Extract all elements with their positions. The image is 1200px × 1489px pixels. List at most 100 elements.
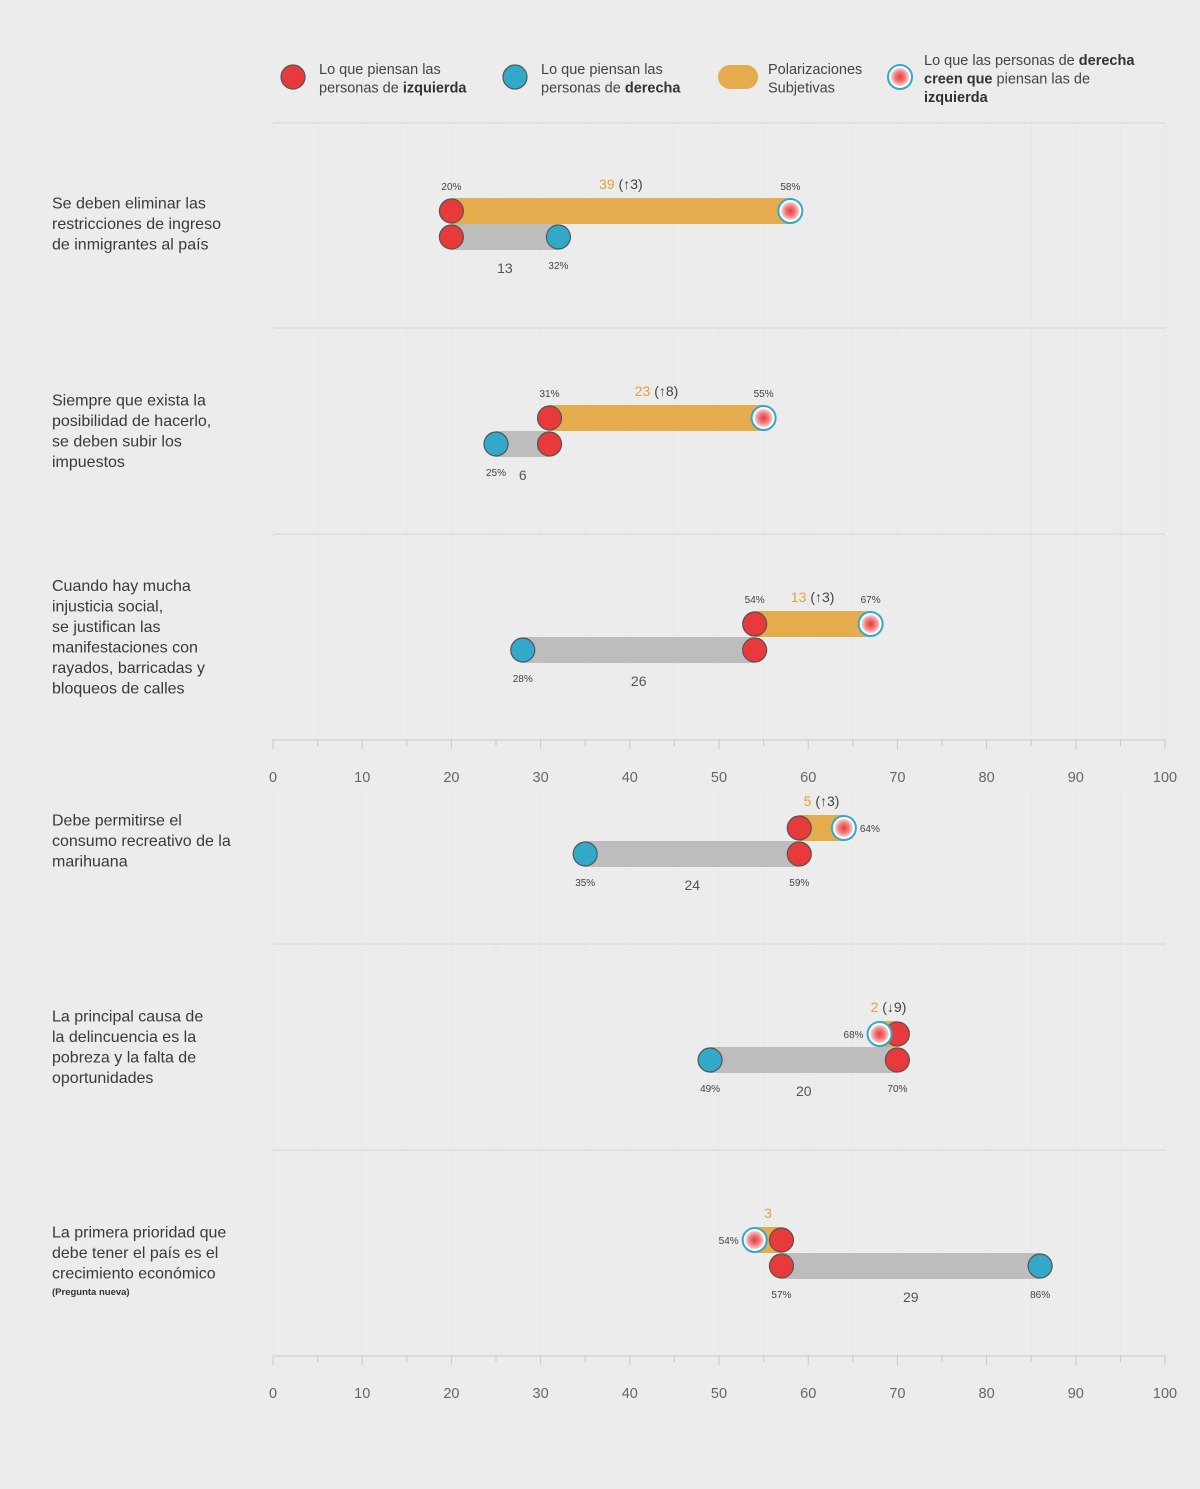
perceived-pct-label: 68% bbox=[844, 1030, 864, 1041]
tick-label: 30 bbox=[533, 1386, 549, 1402]
chart-item: La primera prioridad que debe tener el pa… bbox=[52, 1205, 1053, 1305]
left-dot-top bbox=[536, 405, 563, 431]
real-bar bbox=[781, 1253, 1041, 1279]
perceived-dot-core bbox=[781, 202, 800, 220]
question-text-line: oportunidades bbox=[52, 1070, 153, 1087]
legend-text-line: Lo que piensan las bbox=[319, 62, 441, 78]
tick-label: 20 bbox=[443, 1386, 459, 1402]
question-text-line: injusticia social, bbox=[52, 598, 163, 615]
tick-label: 60 bbox=[800, 1386, 816, 1402]
x-axes: 0 10 20 30 40 50 60 70 80 90 100 0 10 20 30 40 50 60 70 80 9… bbox=[269, 739, 1177, 1402]
question-text-line: manifestaciones con bbox=[52, 639, 198, 656]
question-text-line: se justifican las bbox=[52, 619, 161, 636]
perceived-dot-core bbox=[891, 68, 909, 86]
tick-label: 80 bbox=[979, 1386, 995, 1402]
chart-items: Se deben eliminar las restricciones de in… bbox=[52, 176, 1053, 1305]
real-bar bbox=[451, 224, 559, 250]
question-text-line: debe tener el país es el bbox=[52, 1245, 218, 1262]
perceived-dot bbox=[750, 405, 777, 431]
left-pct-label: 20% bbox=[441, 182, 461, 193]
chart-item: Debe permitirse el consumo recreativo de … bbox=[52, 793, 880, 893]
legend-item-perceived: Lo que las personas de derecha creen que … bbox=[887, 53, 1135, 106]
real-bar bbox=[522, 637, 755, 663]
tick-label: 10 bbox=[354, 1386, 370, 1402]
perceived-pct-label: 55% bbox=[754, 389, 774, 400]
perceived-dot-core bbox=[861, 615, 880, 633]
perceived-dot bbox=[857, 611, 884, 637]
right-pct-label: 49% bbox=[700, 1084, 720, 1095]
polar-value-label: 39 (↑3) bbox=[599, 176, 643, 192]
question-text-line: posibilidad de hacerlo, bbox=[52, 413, 211, 430]
polar-value-label: 23 (↑8) bbox=[635, 383, 679, 399]
polar-value-label: 2 (↓9) bbox=[871, 999, 907, 1015]
legend-item-polar: Polarizaciones Subjetivas bbox=[718, 62, 862, 97]
polar-bar bbox=[754, 611, 871, 637]
perceived-pct-label: 54% bbox=[719, 1236, 739, 1247]
tick-label: 90 bbox=[1068, 770, 1084, 786]
tick-label: 100 bbox=[1153, 1386, 1177, 1402]
question-text-line: impuestos bbox=[52, 454, 125, 471]
question-text-line: rayados, barricadas y bbox=[52, 660, 205, 677]
chart-item: Cuando hay mucha injusticia social, se jus… bbox=[52, 578, 884, 697]
real-gap-label: 20 bbox=[796, 1083, 812, 1099]
right-pct-label: 86% bbox=[1030, 1290, 1050, 1301]
tick-label: 0 bbox=[269, 1386, 277, 1402]
left-dot-bottom bbox=[884, 1047, 911, 1073]
polar-value-label: 5 (↑3) bbox=[804, 793, 840, 809]
perceived-dot-core bbox=[745, 1231, 764, 1249]
perceived-dot-core bbox=[834, 819, 853, 837]
question-text-line: Se deben eliminar las bbox=[52, 196, 206, 213]
tick-label: 10 bbox=[354, 770, 370, 786]
question-text-line: consumo recreativo de la bbox=[52, 833, 231, 850]
x-axis: 0 10 20 30 40 50 60 70 80 90 100 bbox=[269, 739, 1177, 786]
left-dot-top bbox=[786, 815, 812, 841]
tick-label: 70 bbox=[889, 770, 905, 786]
right-dot bbox=[483, 431, 509, 457]
question-text-line: Cuando hay mucha bbox=[52, 578, 191, 595]
polar-bar bbox=[549, 405, 764, 431]
tick-label: 20 bbox=[443, 770, 459, 786]
legend-text-line: personas de derecha bbox=[541, 81, 681, 97]
tick-label: 0 bbox=[269, 770, 277, 786]
legend-text-line: izquierda bbox=[924, 90, 989, 106]
legend-text-line: Subjetivas bbox=[768, 81, 835, 97]
legend-text-line: Lo que las personas de derecha bbox=[924, 53, 1135, 69]
polar-value-label: 13 (↑3) bbox=[791, 589, 835, 605]
perceived-pct-label: 67% bbox=[861, 595, 881, 606]
question-text-line: de inmigrantes al país bbox=[52, 237, 209, 254]
perceived-dot bbox=[741, 1227, 768, 1253]
tick-label: 70 bbox=[889, 1386, 905, 1402]
legend-text-line: creen que piensan las de bbox=[924, 72, 1090, 88]
question-text-line: la delincuencia es la bbox=[52, 1029, 196, 1046]
left-pct-label: 70% bbox=[887, 1084, 907, 1095]
legend-symbol-left bbox=[280, 64, 306, 90]
right-pct-label: 35% bbox=[575, 878, 595, 889]
question-text-line: crecimiento económico bbox=[52, 1266, 216, 1283]
question-text-line: marihuana bbox=[52, 854, 128, 871]
right-dot bbox=[510, 637, 536, 663]
left-pct-label: 31% bbox=[540, 389, 560, 400]
perceived-dot bbox=[866, 1021, 893, 1047]
polar-value-label: 3 bbox=[764, 1205, 772, 1221]
real-gap-label: 6 bbox=[519, 467, 527, 483]
left-dot-bottom bbox=[768, 1253, 795, 1279]
right-dot bbox=[1027, 1253, 1053, 1279]
real-gap-label: 29 bbox=[903, 1289, 919, 1305]
tick-label: 80 bbox=[979, 770, 995, 786]
perceived-dot-core bbox=[754, 409, 773, 427]
question-text-line: se deben subir los bbox=[52, 433, 182, 450]
legend-item-left: Lo que piensan las personas de izquierda bbox=[280, 62, 467, 97]
question-text-line: La principal causa de bbox=[52, 1008, 203, 1025]
right-pct-label: 32% bbox=[548, 261, 568, 272]
tick-label: 50 bbox=[711, 1386, 727, 1402]
legend-symbol-polar bbox=[718, 65, 758, 89]
legend-item-right: Lo que piensan las personas de derecha bbox=[502, 62, 681, 97]
real-gap-label: 24 bbox=[684, 877, 700, 893]
right-dot bbox=[572, 841, 598, 867]
right-pct-label: 25% bbox=[486, 468, 506, 479]
right-dot bbox=[545, 224, 572, 250]
question-text-line: Siempre que exista la bbox=[52, 392, 206, 409]
perceived-dot bbox=[830, 815, 857, 841]
